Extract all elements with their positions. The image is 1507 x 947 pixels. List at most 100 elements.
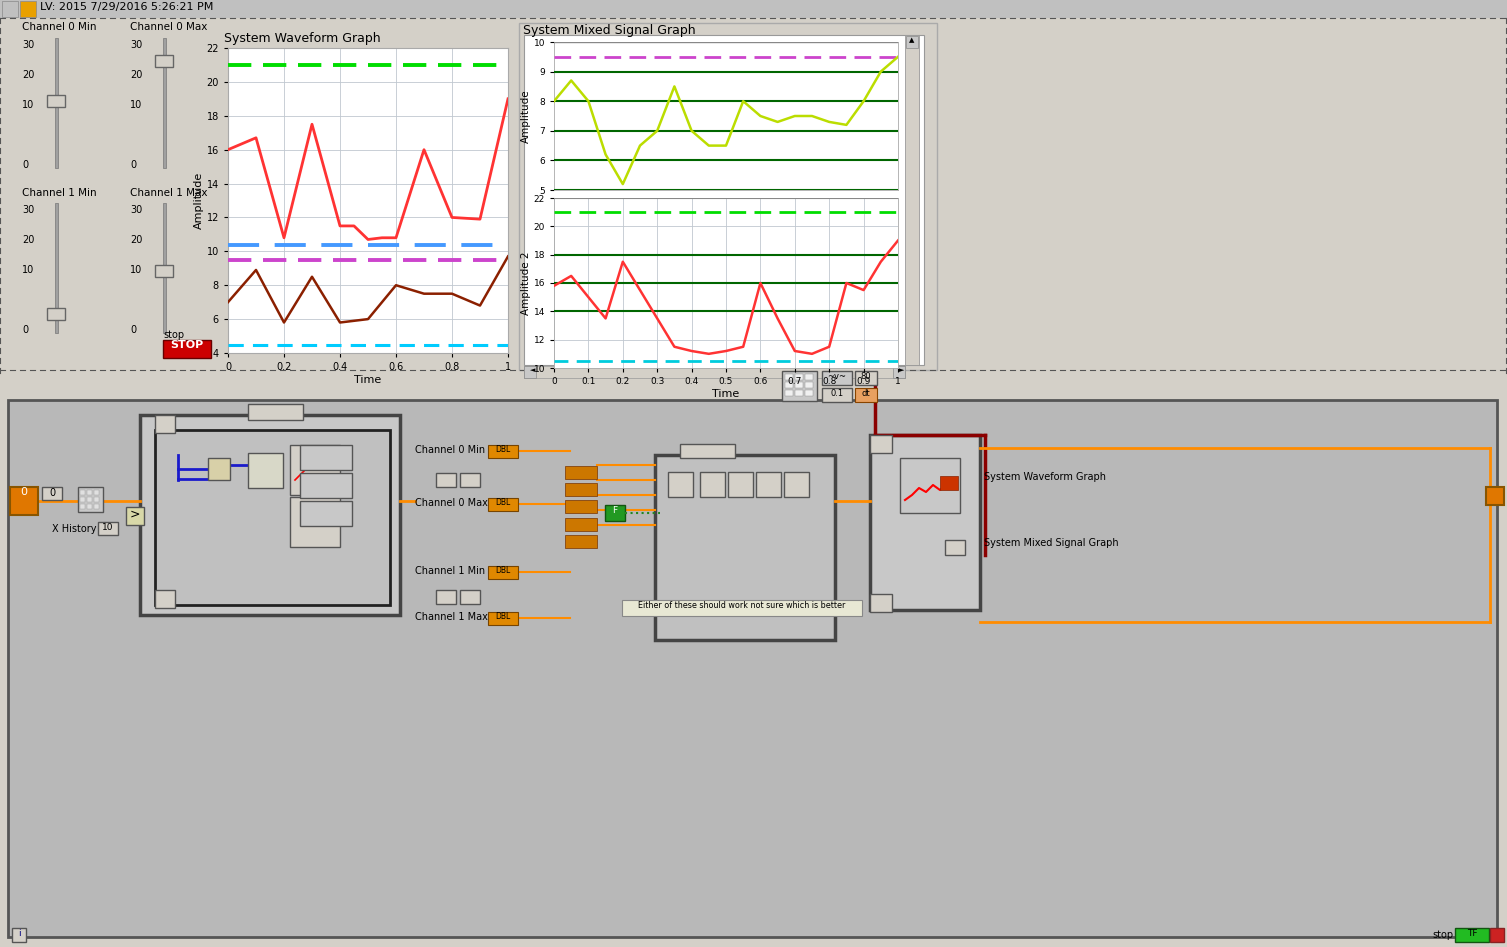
Bar [155, 55, 173, 67]
Text: ▲: ▲ [909, 37, 915, 43]
Bar [796, 390, 803, 396]
Text: ◄ False ►: ◄ False ► [686, 445, 726, 454]
Bar [488, 566, 518, 579]
Bar [805, 390, 812, 396]
Bar [54, 203, 57, 333]
Text: 30: 30 [23, 40, 35, 50]
Text: LV: 2015 7/29/2016 5:26:21 PM: LV: 2015 7/29/2016 5:26:21 PM [41, 2, 214, 12]
Text: 0: 0 [23, 160, 29, 170]
Text: 30: 30 [130, 205, 142, 215]
Bar [784, 472, 809, 497]
Text: Channel 0 Max: Channel 0 Max [414, 498, 488, 508]
Text: 10: 10 [464, 474, 475, 483]
Bar [289, 445, 341, 495]
Bar [460, 590, 481, 604]
Bar [98, 522, 118, 535]
Bar [289, 497, 341, 547]
Text: 10: 10 [102, 523, 113, 532]
X-axis label: Time: Time [713, 389, 740, 399]
Bar [870, 435, 980, 610]
Text: Channel 1 Max: Channel 1 Max [130, 188, 208, 198]
Text: 10: 10 [130, 265, 142, 275]
Bar [300, 473, 353, 498]
Text: Either of these should work not sure which is better: Either of these should work not sure whi… [639, 601, 845, 610]
Bar [93, 497, 99, 502]
Bar [2, 18, 1505, 370]
Bar [728, 472, 754, 497]
Bar [785, 382, 793, 388]
Bar [300, 501, 353, 526]
Text: STOP: STOP [170, 340, 203, 350]
Y-axis label: Amplitude 2: Amplitude 2 [521, 251, 530, 314]
Text: 10: 10 [23, 100, 35, 110]
X-axis label: Time: Time [354, 375, 381, 384]
Text: 5: 5 [467, 591, 473, 600]
Bar [945, 540, 964, 555]
Text: 0.1: 0.1 [830, 389, 844, 398]
Bar [47, 308, 65, 320]
Text: N: N [161, 416, 169, 426]
Bar [436, 473, 457, 487]
Bar [249, 453, 283, 488]
Text: DBL: DBL [496, 498, 511, 507]
Text: System Waveform Graph: System Waveform Graph [223, 32, 380, 45]
Bar [518, 23, 937, 370]
Text: 5: 5 [443, 591, 449, 600]
Text: ◄ True ►: ◄ True ► [253, 405, 292, 414]
Bar [906, 35, 919, 365]
Text: 10: 10 [23, 265, 35, 275]
Text: 30: 30 [130, 40, 142, 50]
Bar [163, 203, 166, 333]
Bar [699, 472, 725, 497]
Text: ◄: ◄ [530, 367, 535, 373]
Bar [93, 504, 99, 509]
Text: System Mixed Signal Graph: System Mixed Signal Graph [523, 24, 696, 37]
Bar [87, 497, 92, 502]
Bar [622, 600, 862, 616]
Bar [805, 382, 812, 388]
Bar [854, 388, 877, 402]
Bar [796, 374, 803, 380]
Text: DBL: DBL [496, 445, 511, 454]
Bar [47, 95, 65, 107]
Text: 10: 10 [440, 474, 451, 483]
Text: i: i [164, 591, 166, 601]
Text: stop: stop [1432, 930, 1453, 940]
Bar [163, 340, 211, 358]
Text: Channel 1 Min: Channel 1 Min [414, 566, 485, 576]
Bar [488, 445, 518, 458]
Bar [54, 38, 57, 168]
Text: ~v~: ~v~ [827, 372, 847, 381]
Bar [208, 458, 231, 480]
Bar [854, 371, 877, 385]
Text: ►: ► [900, 367, 904, 373]
Y-axis label: Amplitude: Amplitude [521, 89, 530, 143]
Bar [155, 430, 390, 605]
Text: N: N [877, 436, 885, 446]
Text: >: > [259, 453, 271, 467]
Bar [565, 500, 597, 513]
Bar [249, 404, 303, 420]
Text: DBL: DBL [496, 612, 511, 621]
Bar [80, 504, 84, 509]
Bar [42, 487, 62, 500]
Bar [2, 1, 18, 17]
Bar [524, 35, 924, 365]
Text: 0: 0 [130, 325, 136, 335]
Bar [155, 415, 175, 433]
Text: 30: 30 [23, 205, 35, 215]
Text: 0: 0 [23, 325, 29, 335]
Bar [668, 472, 693, 497]
Bar [900, 458, 960, 513]
Text: i: i [880, 595, 883, 605]
Text: X History: X History [53, 524, 96, 534]
Bar [805, 374, 812, 380]
Bar [20, 1, 36, 17]
Text: ~v~: ~v~ [946, 541, 963, 547]
Bar [488, 612, 518, 625]
Text: System Waveform Graph: System Waveform Graph [984, 472, 1106, 482]
Bar [80, 490, 84, 495]
Text: >: > [130, 508, 140, 521]
Text: 0: 0 [48, 488, 56, 498]
Bar [894, 366, 906, 378]
